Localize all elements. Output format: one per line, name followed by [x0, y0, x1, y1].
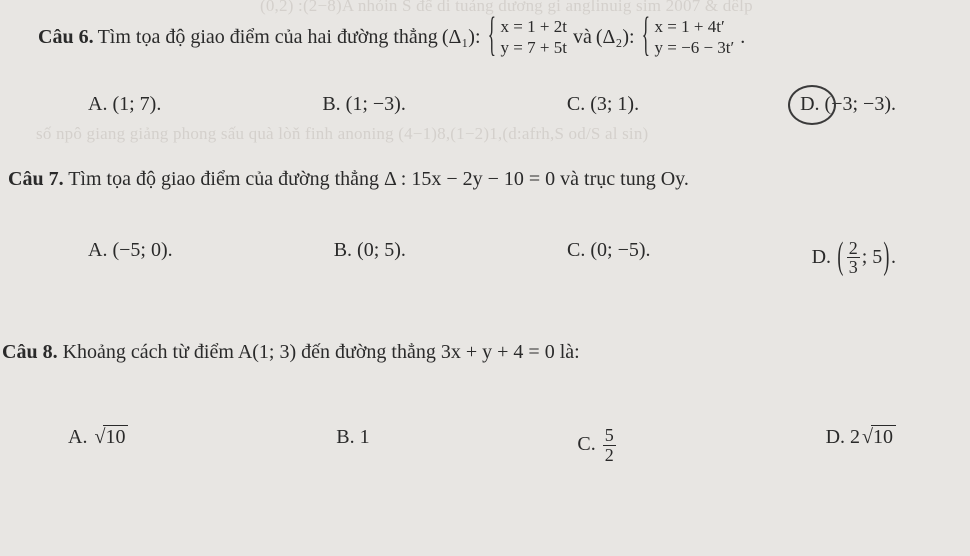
q6-text-a: Tìm tọa độ giao điểm của hai đường thẳng — [98, 22, 438, 53]
ghost-text-mid: số npô giang giảng phong sấu quà lòň fin… — [36, 124, 648, 144]
q6-stem: Câu 6. Tìm tọa độ giao điểm của hai đườn… — [8, 16, 936, 59]
q6-choice-a: A. (1; 7). — [88, 93, 161, 116]
q6-d2-system: x = 1 + 4t′ y = −6 − 3t′ — [641, 16, 735, 59]
question-6: Câu 6. Tìm tọa độ giao điểm của hai đườn… — [8, 16, 936, 116]
q7-choice-a: A. (−5; 0). — [88, 239, 173, 278]
q6-d1-system: x = 1 + 2t y = 7 + 5t — [487, 16, 567, 59]
q6-choice-d: D. (−3; −3). — [800, 93, 896, 116]
q7-stem: Câu 7. Tìm tọa độ giao điểm của đường th… — [8, 164, 936, 195]
q8-number: Câu 8. — [2, 341, 58, 363]
q8-choice-a: A. √10 — [68, 426, 128, 465]
q7-choice-c: C. (0; −5). — [567, 239, 651, 278]
question-7: Câu 7. Tìm tọa độ giao điểm của đường th… — [8, 164, 936, 278]
q7-choice-b: B. (0; 5). — [334, 239, 406, 278]
q6-d1-label: (Δ₁): — [442, 22, 481, 53]
q6-d2-label: (Δ₂): — [596, 22, 635, 53]
q6-d1-line1: x = 1 + 2t — [501, 16, 567, 37]
q7-number: Câu 7. — [8, 168, 64, 190]
q8-choice-d: D. 2√10 — [826, 426, 896, 465]
q6-number: Câu 6. — [38, 22, 94, 53]
q6-d1-line2: y = 7 + 5t — [501, 37, 567, 58]
q7-choice-d: D. (23; 5). — [812, 239, 896, 278]
q7-text: Tìm tọa độ giao điểm của đường thẳng Δ :… — [68, 168, 689, 190]
q8-stem: Câu 8. Khoảng cách từ điểm A(1; 3) đến đ… — [2, 337, 936, 368]
q6-d2-line2: y = −6 − 3t′ — [655, 37, 735, 58]
q6-choice-b: B. (1; −3). — [322, 93, 406, 116]
q6-d2-line1: x = 1 + 4t′ — [655, 16, 735, 37]
q8-choice-c: C. 52 — [577, 426, 617, 465]
q6-tail: . — [740, 22, 745, 53]
q6-join: và — [573, 22, 592, 53]
q6-choices: A. (1; 7). B. (1; −3). C. (3; 1). D. (−3… — [8, 93, 936, 116]
q8-text: Khoảng cách từ điểm A(1; 3) đến đường th… — [63, 341, 580, 363]
q7-choices: A. (−5; 0). B. (0; 5). C. (0; −5). D. (2… — [8, 239, 936, 278]
question-8: Câu 8. Khoảng cách từ điểm A(1; 3) đến đ… — [8, 337, 936, 465]
q6-choice-c: C. (3; 1). — [567, 93, 639, 116]
q8-choices: A. √10 B. 1 C. 52 D. 2√10 — [8, 426, 936, 465]
q8-choice-b: B. 1 — [336, 426, 369, 465]
ghost-text-top: (0,2) :(2−8)A nhỏin S để di tuảng dương … — [260, 0, 753, 16]
